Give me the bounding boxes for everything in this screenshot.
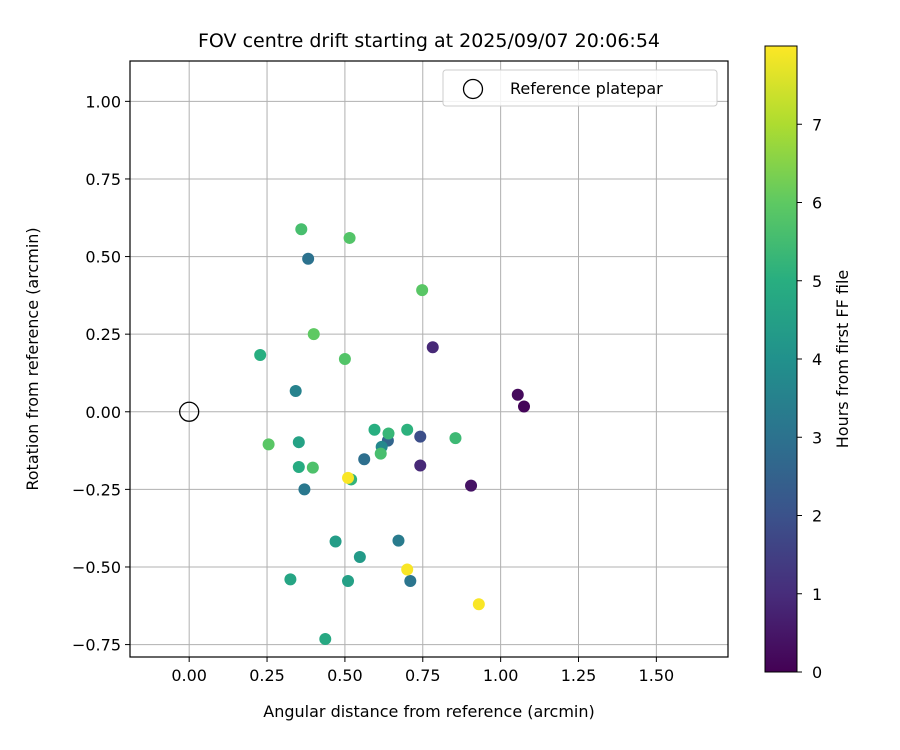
data-point <box>329 535 342 548</box>
reference-platepar-marker <box>179 401 200 422</box>
data-point <box>292 461 305 474</box>
data-point <box>306 461 319 474</box>
reference-marker-layer <box>179 401 200 422</box>
data-point <box>353 551 366 564</box>
data-point <box>414 430 427 443</box>
data-point <box>401 563 414 576</box>
y-axis-label: Rotation from reference (arcmin) <box>23 227 42 490</box>
x-tick-label: 0.25 <box>249 666 285 685</box>
axis-ticks: 0.00 0.25 0.50 0.75 1.00 1.25 1.50 −0.75 −0.50 −0… <box>72 92 674 685</box>
data-point <box>511 388 524 401</box>
data-point <box>374 447 387 460</box>
x-tick-label: 1.25 <box>561 666 597 685</box>
colorbar-tick-label: 2 <box>812 507 822 526</box>
colorbar-tick-label: 7 <box>812 115 822 134</box>
data-point <box>342 574 355 587</box>
colorbar-gradient <box>764 45 798 673</box>
y-tick-label: 0.00 <box>85 403 121 422</box>
legend-label-reference-platepar: Reference platepar <box>510 79 663 98</box>
data-point <box>404 574 417 587</box>
data-point <box>262 438 275 451</box>
plot-area-frame <box>129 60 729 658</box>
data-point <box>289 384 302 397</box>
x-tick-label: 0.00 <box>171 666 207 685</box>
data-point <box>284 573 297 586</box>
x-tick-label: 1.00 <box>483 666 519 685</box>
chart-title: FOV centre drift starting at 2025/09/07 … <box>198 30 660 52</box>
colorbar-tick-label: 3 <box>812 428 822 447</box>
x-tick-label: 0.50 <box>327 666 363 685</box>
gridlines <box>130 61 728 657</box>
data-point <box>338 353 351 365</box>
data-point <box>343 231 356 244</box>
data-point <box>382 427 395 440</box>
data-points <box>254 223 530 645</box>
colorbar-tick-label: 6 <box>812 194 822 213</box>
data-point <box>358 453 371 466</box>
colorbar-tick-label: 4 <box>812 350 822 369</box>
data-point <box>465 479 478 492</box>
data-point <box>426 341 439 354</box>
data-point <box>298 483 311 496</box>
x-tick-label: 0.75 <box>405 666 441 685</box>
data-point <box>414 459 427 472</box>
legend-box <box>442 69 718 107</box>
data-point <box>416 284 429 297</box>
y-tick-label: 0.75 <box>85 170 121 189</box>
data-point <box>368 423 381 436</box>
y-tick-label: 1.00 <box>85 92 121 111</box>
colorbar-tick-label: 5 <box>812 272 822 291</box>
data-point <box>319 632 332 645</box>
y-tick-label: 0.50 <box>85 248 121 267</box>
legend-marker-open-circle <box>462 78 484 100</box>
y-tick-label: −0.25 <box>72 480 121 499</box>
y-tick-label: 0.25 <box>85 325 121 344</box>
colorbar-tick-label: 1 <box>812 585 822 604</box>
data-point <box>307 328 320 341</box>
legend: Reference platepar <box>442 69 718 107</box>
y-tick-label: −0.75 <box>72 636 121 655</box>
data-point <box>254 348 267 361</box>
colorbar-ticks: 0 1 2 3 4 5 6 7 <box>797 115 822 682</box>
colorbar: 0 1 2 3 4 5 6 7 Hours from first FF file <box>764 45 852 682</box>
data-point <box>517 400 530 413</box>
data-point <box>449 432 462 445</box>
data-point <box>472 598 485 611</box>
x-tick-label: 1.50 <box>639 666 675 685</box>
data-point <box>295 223 308 236</box>
colorbar-label: Hours from first FF file <box>833 270 852 449</box>
data-point <box>292 436 305 449</box>
data-point <box>401 423 414 436</box>
x-axis-label: Angular distance from reference (arcmin) <box>263 702 594 721</box>
data-point <box>302 252 315 265</box>
data-point <box>342 471 355 484</box>
colorbar-tick-label: 0 <box>812 663 822 682</box>
data-point <box>392 534 405 547</box>
y-tick-label: −0.50 <box>72 558 121 577</box>
